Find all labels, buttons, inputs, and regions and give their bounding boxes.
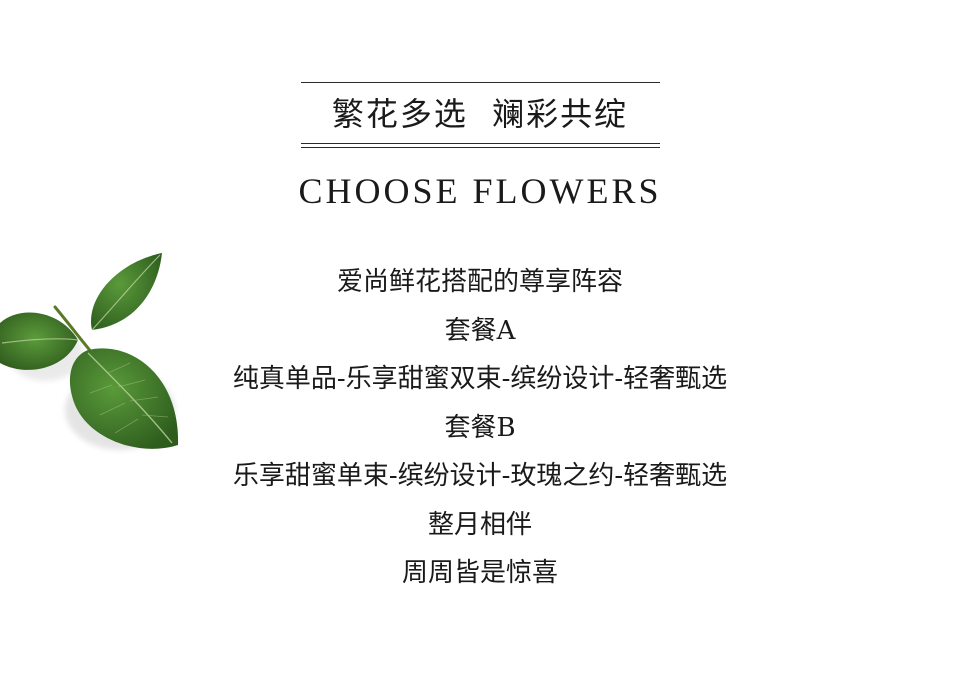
package-b-items: 乐享甜蜜单束-缤纷设计-玫瑰之约-轻奢甄选 [232, 461, 728, 491]
headline: 繁花多选 斓彩共绽 [331, 95, 629, 133]
subtitle-text: CHOOSE FLOWERS [298, 171, 662, 211]
headline-top-rule [301, 82, 660, 83]
package-a-items: 纯真单品-乐享甜蜜双束-缤纷设计-轻奢甄选 [232, 364, 728, 394]
monthly-line: 整月相伴 [427, 509, 532, 540]
weekly-surprise-line: 周周皆是惊喜 [401, 558, 558, 588]
intro-line: 爱尚鲜花搭配的尊享阵容 [336, 267, 623, 297]
headline-bottom-rule [301, 143, 660, 144]
package-description: 爱尚鲜花搭配的尊享阵容 套餐A 纯真单品-乐享甜蜜双束-缤纷设计-轻奢甄选 套餐… [0, 258, 960, 598]
package-a-title: 套餐A [444, 315, 516, 346]
headline-bottom-rule-double [301, 147, 660, 148]
package-b-title: 套餐B [444, 412, 516, 443]
subtitle: CHOOSE FLOWERS [0, 168, 960, 214]
green-leaves-icon [0, 253, 179, 450]
